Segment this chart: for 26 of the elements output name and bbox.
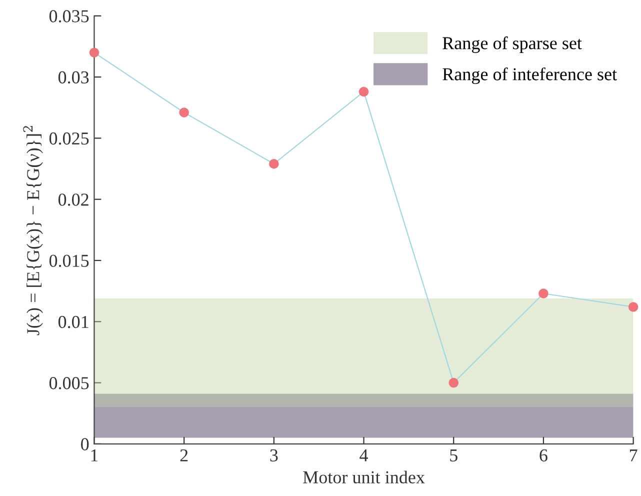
y-tick-label: 0	[81, 438, 89, 450]
y-axis-title: J(x) = [E{G(x)} − E{G(ν)}]$^{2}$	[23, 126, 43, 336]
point	[358, 86, 369, 97]
y-tick-label: 0.02	[58, 194, 88, 206]
point	[179, 108, 189, 118]
point	[538, 288, 548, 298]
x-tick-label: 6	[540, 449, 548, 462]
x-tick-label: 5	[450, 449, 458, 462]
x-tick-label: 4	[360, 449, 368, 462]
x-tick-label: 3	[270, 449, 278, 462]
legend-label: Range of inteference set	[442, 67, 617, 84]
point	[89, 48, 100, 58]
legend-label: Range of sparse set	[442, 36, 582, 53]
y-tick-label: 0.015	[49, 254, 89, 267]
point	[448, 378, 458, 388]
x-tick-label: 1	[91, 449, 98, 462]
point	[269, 158, 279, 169]
y-tick-label: 0.01	[58, 316, 88, 328]
y-tick-label: 0.03	[58, 71, 89, 84]
x-axis-title: Motor unit index	[303, 470, 425, 484]
y-tick-label: 0.035	[49, 10, 89, 22]
y-tick-label: 0.025	[49, 132, 89, 145]
point	[628, 302, 638, 312]
y-tick-label: 0.005	[49, 377, 89, 390]
x-tick-label: 2	[180, 449, 188, 462]
x-tick-label: 7	[630, 449, 638, 462]
